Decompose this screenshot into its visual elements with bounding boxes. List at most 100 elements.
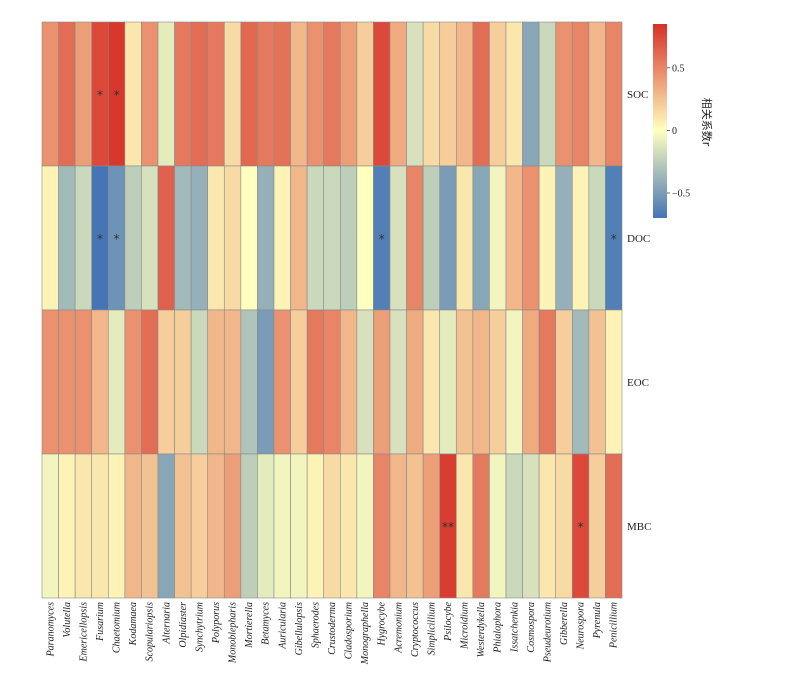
column-label: Crustoderma bbox=[327, 602, 338, 655]
heatmap-cell-mbc-cosmospora bbox=[522, 453, 540, 599]
heatmap-cell-doc-issatchenkia bbox=[505, 165, 523, 311]
heatmap-cell-mbc-gibellulopsis bbox=[290, 453, 308, 599]
heatmap-cell-mbc-issatchenkia bbox=[505, 453, 523, 599]
significance-mark: * bbox=[611, 232, 617, 246]
heatmap-cell-mbc-acremonium bbox=[389, 453, 407, 599]
heatmap-cell-eoc-monoblepharis bbox=[223, 309, 242, 455]
heatmap-cell-mbc-scopulariopsis bbox=[141, 453, 159, 599]
heatmap-cell-eoc-emericellopsis bbox=[74, 309, 93, 455]
significance-mark: ** bbox=[442, 520, 454, 534]
row-labels: SOC DOC EOC MBC bbox=[627, 89, 651, 533]
column-label: Neurospora bbox=[576, 602, 587, 650]
heatmap-cell-eoc-gibellulopsis bbox=[290, 309, 308, 455]
heatmap-cell-soc-microidium bbox=[455, 21, 474, 167]
row-label: SOC bbox=[627, 89, 648, 101]
heatmap-cell-mbc-simplicillium bbox=[422, 453, 441, 599]
column-labels: Paranomyces Volutella Emericellopsis Fusari… bbox=[45, 601, 619, 665]
heatmap-cell-doc-polyporus bbox=[207, 165, 225, 311]
heatmap-cell-doc-betamyces bbox=[257, 165, 275, 311]
legend-tick-label: 0.5 bbox=[672, 63, 685, 74]
heatmap-cell-eoc-kodamaea bbox=[124, 309, 142, 455]
heatmap-cell-doc-olpidiaster bbox=[174, 165, 192, 311]
heatmap-cell-soc-cosmospora bbox=[522, 21, 540, 167]
row-label: EOC bbox=[627, 377, 649, 389]
heatmap-cell-soc-cryptococcus bbox=[406, 21, 424, 167]
heatmap-cell-eoc-acremonium bbox=[389, 309, 407, 455]
heatmap-cell-soc-simplicillium bbox=[422, 21, 441, 167]
column-label: Volutella bbox=[62, 602, 73, 638]
column-label: Pseudeurotium bbox=[542, 602, 553, 663]
heatmap-cell-doc-simplicillium bbox=[422, 165, 441, 311]
heatmap-cell-doc-scopulariopsis bbox=[141, 165, 159, 311]
significance-mark: * bbox=[97, 88, 103, 102]
heatmap-cell-doc-pyrenula bbox=[588, 165, 606, 311]
heatmap-cell-soc-hygrocybe bbox=[373, 21, 391, 167]
heatmap-cell-doc-neurospora bbox=[571, 165, 590, 311]
column-label: Kodamaea bbox=[128, 602, 139, 646]
significance-mark: * bbox=[578, 520, 584, 534]
significance-mark: * bbox=[379, 232, 385, 246]
significance-mark: * bbox=[114, 232, 120, 246]
heatmap-cell-doc-paranomyces bbox=[41, 165, 59, 311]
column-label: Monoblepharis bbox=[228, 602, 239, 664]
column-label: Gibellulopsis bbox=[294, 602, 305, 655]
heatmap-cell-eoc-issatchenkia bbox=[505, 309, 523, 455]
heatmap-cell-doc-acremonium bbox=[389, 165, 407, 311]
heatmap-cell-eoc-cladosporium bbox=[339, 309, 358, 455]
heatmap-cell-mbc-penicillium bbox=[605, 453, 623, 599]
significance-marks: * ** * * *** * bbox=[97, 88, 617, 534]
heatmap-cell-mbc-monographella bbox=[356, 453, 374, 599]
heatmap-cell-mbc-microidium bbox=[455, 453, 474, 599]
column-label: Cryptococcus bbox=[410, 602, 421, 657]
column-label: Synchytrium bbox=[194, 602, 205, 652]
heatmap-cell-soc-penicillium bbox=[605, 21, 623, 167]
column-label: Simplicillium bbox=[426, 602, 437, 655]
heatmap-cell-eoc-hygrocybe bbox=[373, 309, 391, 455]
heatmap-cell-soc-neurospora bbox=[571, 21, 590, 167]
column-label: Betamyces bbox=[261, 602, 272, 645]
heatmap-cell-doc-kodamaea bbox=[124, 165, 142, 311]
color-legend: 0.5 0 −0.5 相关系数r bbox=[653, 24, 714, 218]
heatmap-cell-eoc-pseudeurotium bbox=[538, 309, 557, 455]
heatmap-cell-eoc-penicillium bbox=[605, 309, 623, 455]
heatmap-cell-doc-monoblepharis bbox=[223, 165, 242, 311]
heatmap-cell-eoc-phialophora bbox=[489, 309, 507, 455]
heatmap-cell-soc-psilocybe bbox=[439, 21, 457, 167]
heatmap-cell-mbc-auricularia bbox=[273, 453, 291, 599]
heatmap-cell-soc-gibellulopsis bbox=[290, 21, 308, 167]
column-label: Paranomyces bbox=[45, 602, 56, 658]
heatmap-cell-soc-pyrenula bbox=[588, 21, 606, 167]
heatmap-cell-doc-synchytrium bbox=[190, 165, 209, 311]
column-label: Penicillium bbox=[609, 602, 620, 649]
heatmap-cell-eoc-auricularia bbox=[273, 309, 291, 455]
heatmap-cell-doc-gibellulopsis bbox=[290, 165, 308, 311]
column-label: Phialophora bbox=[493, 602, 504, 654]
heatmap-cell-eoc-volutella bbox=[58, 309, 76, 455]
heatmap-cell-eoc-crustoderma bbox=[323, 309, 341, 455]
heatmap-cell-soc-monoblepharis bbox=[223, 21, 242, 167]
heatmap-cell-mbc-cladosporium bbox=[339, 453, 358, 599]
column-label: Sphaerodes bbox=[310, 602, 321, 648]
heatmap-cell-doc-cryptococcus bbox=[406, 165, 424, 311]
legend-tick-label: −0.5 bbox=[672, 188, 690, 199]
heatmap-cell-soc-phialophora bbox=[489, 21, 507, 167]
heatmap-cell-mbc-emericellopsis bbox=[74, 453, 93, 599]
column-label: Polyporus bbox=[211, 602, 222, 644]
column-label: Pyrenula bbox=[592, 602, 603, 639]
heatmap-cell-soc-kodamaea bbox=[124, 21, 142, 167]
heatmap-cell-soc-acremonium bbox=[389, 21, 407, 167]
heatmap-cell-eoc-pyrenula bbox=[588, 309, 606, 455]
heatmap-cell-eoc-psilocybe bbox=[439, 309, 457, 455]
column-label: Olpidiaster bbox=[178, 602, 189, 648]
column-label: Chaetomium bbox=[112, 602, 123, 653]
heatmap-cell-eoc-paranomyces bbox=[41, 309, 59, 455]
heatmap-cell-eoc-fusarium bbox=[91, 309, 109, 455]
heatmap-cell-doc-cladosporium bbox=[339, 165, 358, 311]
heatmap-cell-mbc-fusarium bbox=[91, 453, 109, 599]
column-label: Emericellopsis bbox=[78, 602, 89, 663]
heatmap-cell-eoc-olpidiaster bbox=[174, 309, 192, 455]
heatmap-cell-soc-scopulariopsis bbox=[141, 21, 159, 167]
heatmap-cell-eoc-mortierella bbox=[240, 309, 258, 455]
heatmap-cell-mbc-betamyces bbox=[257, 453, 275, 599]
heatmap-cell-soc-cladosporium bbox=[339, 21, 358, 167]
